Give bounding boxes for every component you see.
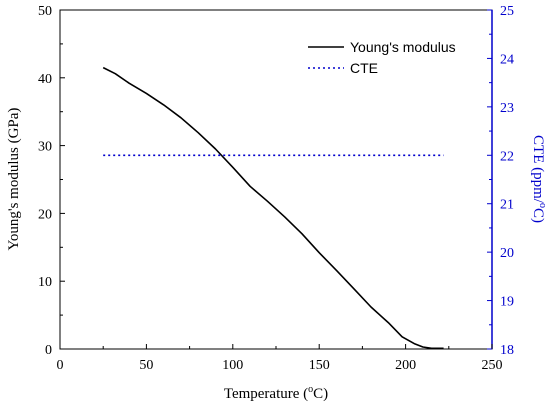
y-axis-left-title: Young's modulus (GPa) <box>6 108 22 251</box>
legend-label-youngs-modulus: Young's modulus <box>350 39 456 55</box>
y-left-tick-label: 20 <box>38 207 52 222</box>
legend-label-cte: CTE <box>350 60 378 76</box>
plot-area-frame <box>59 9 493 350</box>
y-left-tick-label: 0 <box>45 343 52 358</box>
y-right-tick-label: 23 <box>500 101 514 116</box>
x-axis-title: Temperature (oC) <box>224 384 328 402</box>
y-left-tick-label: 10 <box>38 275 52 290</box>
y-right-tick-label: 21 <box>500 198 514 213</box>
legend: Young's modulus CTE <box>308 39 456 76</box>
y-right-tick-label: 18 <box>500 343 514 358</box>
y-right-tick-label: 24 <box>500 52 514 67</box>
x-tick-label: 200 <box>395 358 416 373</box>
y-left-tick-label: 30 <box>38 140 52 155</box>
y-right-tick-label: 25 <box>500 4 514 19</box>
x-tick-label: 50 <box>139 358 153 373</box>
series-line-youngs-modulus <box>102 66 444 350</box>
x-tick-label: 0 <box>57 358 64 373</box>
y-right-tick-label: 19 <box>500 295 514 310</box>
y-left-tick-label: 50 <box>38 4 52 19</box>
y-right-tick-label: 22 <box>500 149 514 164</box>
y-right-tick-label: 20 <box>500 246 514 261</box>
y-axis-right-title: CTE (ppm/oC) <box>530 135 548 223</box>
x-tick-label: 150 <box>309 358 330 373</box>
x-tick-label: 250 <box>482 358 503 373</box>
y-left-tick-label: 40 <box>38 72 52 87</box>
x-tick-label: 100 <box>222 358 243 373</box>
